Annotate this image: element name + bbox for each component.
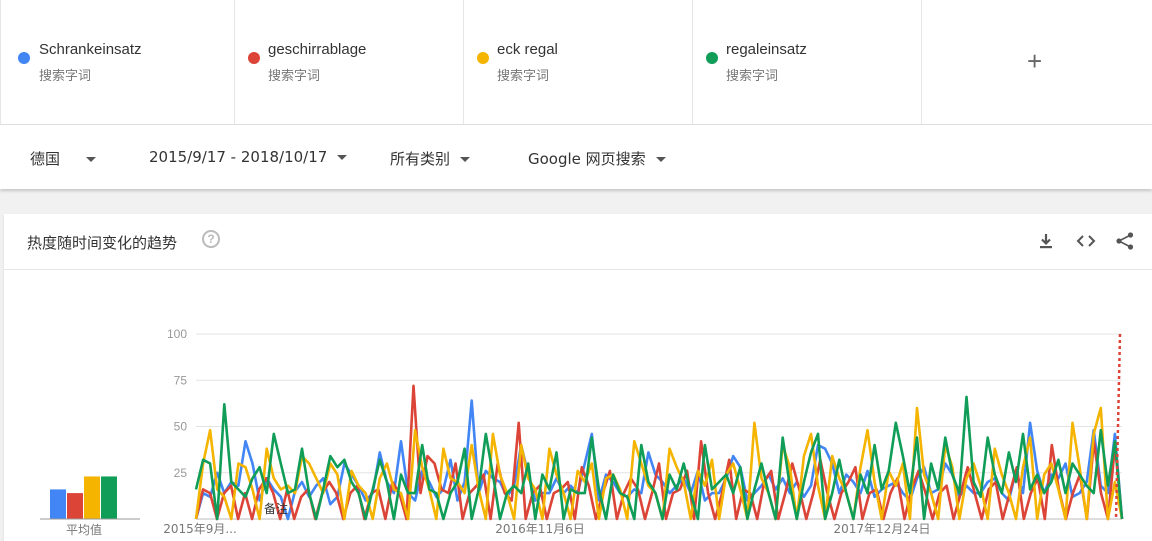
region-value: 德国 (30, 150, 61, 168)
y-tick-label: 75 (174, 373, 188, 387)
average-label: 平均值 (66, 522, 102, 537)
term-type-label: 搜索字词 (497, 69, 550, 84)
search-type-value: Google 网页搜索 (528, 150, 646, 168)
term-card-1[interactable]: Schrankeinsatz 搜索字词 (0, 0, 235, 124)
average-bar[interactable] (50, 489, 66, 519)
average-bar[interactable] (84, 476, 100, 519)
category-dropdown[interactable]: 所有类别 (390, 148, 471, 169)
note-label[interactable]: 备注 (264, 501, 288, 516)
average-bar[interactable] (67, 493, 83, 519)
chevron-down-icon (86, 157, 97, 162)
term-color-dot (248, 52, 260, 64)
search-terms-bar: Schrankeinsatz 搜索字词 geschirrablage 搜索字词 … (0, 0, 1152, 125)
card-title: 热度随时间变化的趋势 (27, 234, 178, 252)
series-line[interactable] (194, 395, 1124, 521)
term-name[interactable]: geschirrablage (268, 41, 367, 58)
term-type-label: 搜索字词 (39, 69, 92, 84)
date-range-dropdown[interactable]: 2015/9/17 - 2018/10/17 (149, 148, 348, 166)
term-name[interactable]: Schrankeinsatz (39, 41, 142, 58)
y-tick-label: 50 (174, 420, 188, 434)
term-color-dot (18, 52, 30, 64)
series-lines (194, 384, 1124, 521)
category-value: 所有类别 (390, 150, 451, 168)
term-card-3[interactable]: eck regal 搜索字词 (464, 0, 693, 124)
x-tick-label: 2017年12月24日 (833, 522, 930, 536)
chevron-down-icon (337, 155, 348, 160)
term-type-label: 搜索字词 (268, 69, 321, 84)
term-card-4[interactable]: regaleinsatz 搜索字词 (693, 0, 922, 124)
x-tick-label: 2016年11月6日 (495, 522, 584, 536)
interest-over-time-card: 热度随时间变化的趋势 ? 25 50 75 100 平均值 备注 2015年9月...… (4, 214, 1152, 541)
term-name[interactable]: eck regal (497, 41, 558, 58)
help-icon[interactable]: ? (202, 230, 220, 248)
term-name[interactable]: regaleinsatz (726, 41, 807, 58)
x-axis-labels: 2015年9月... 2016年11月6日 2017年12月24日 (163, 522, 930, 536)
series-line[interactable] (194, 384, 1124, 521)
date-range-value: 2015/9/17 - 2018/10/17 (149, 148, 328, 166)
term-color-dot (706, 52, 718, 64)
chevron-down-icon (460, 157, 471, 162)
share-icon[interactable] (1114, 230, 1136, 252)
term-type-label: 搜索字词 (726, 69, 779, 84)
y-axis-labels: 25 50 75 100 (167, 327, 187, 480)
y-tick-label: 25 (174, 466, 188, 480)
term-card-2[interactable]: geschirrablage 搜索字词 (235, 0, 464, 124)
add-term-button[interactable]: + (922, 0, 1152, 124)
card-header: 热度随时间变化的趋势 ? (4, 214, 1152, 270)
download-icon[interactable] (1035, 230, 1057, 252)
search-type-dropdown[interactable]: Google 网页搜索 (528, 148, 666, 169)
average-bar[interactable] (101, 476, 117, 519)
embed-icon[interactable] (1075, 230, 1097, 252)
y-tick-label: 100 (167, 327, 187, 341)
filters-bar: 德国 2015/9/17 - 2018/10/17 所有类别 Google 网页… (0, 125, 1152, 189)
chevron-down-icon (655, 157, 666, 162)
average-bars (50, 476, 117, 519)
term-color-dot (477, 52, 489, 64)
region-dropdown[interactable]: 德国 (30, 148, 97, 169)
x-tick-label: 2015年9月... (163, 522, 237, 536)
plus-icon[interactable]: + (1027, 46, 1043, 76)
partial-data-marker (1114, 333, 1122, 520)
